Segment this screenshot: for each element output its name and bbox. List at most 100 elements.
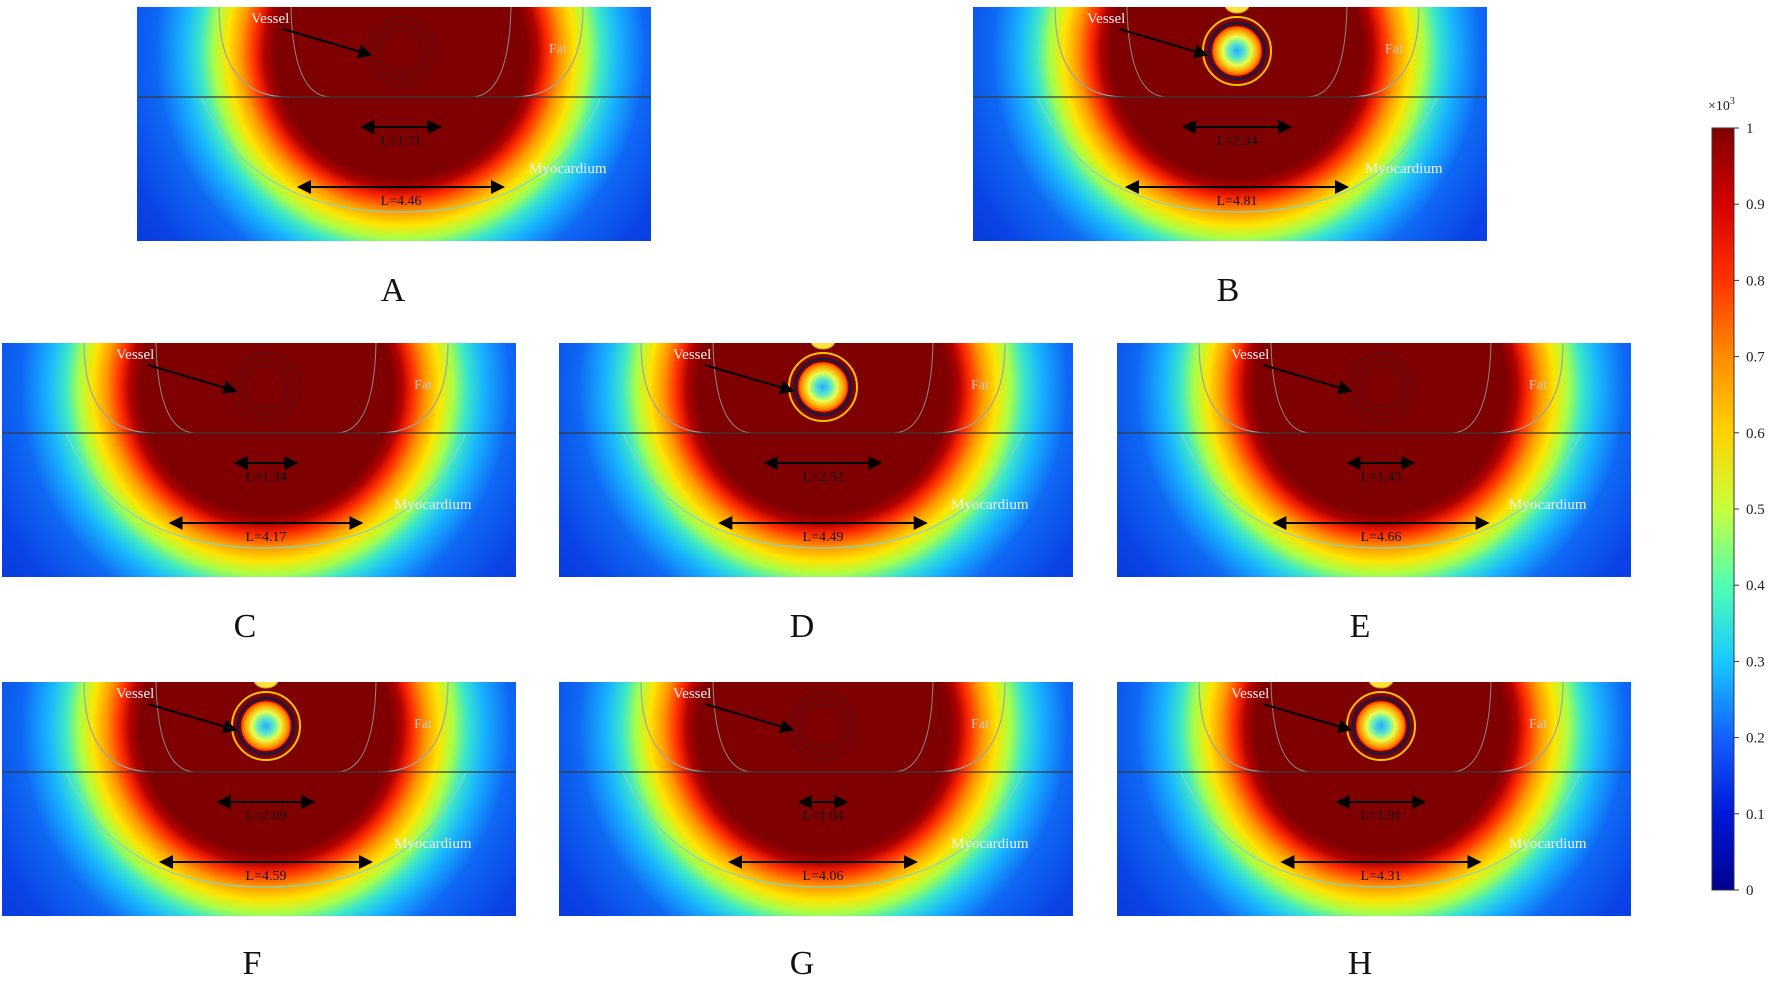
vessel-cross-section [1202, 7, 1272, 86]
panel-letter-b: B [1216, 272, 1240, 309]
temperature-color-scale: ×103 1 0.9 0.8 0.7 0.6 0.5 0.4 0.3 0.2 0.1 0 [1690, 90, 1772, 910]
fat-contour-left [640, 682, 712, 773]
lesion-contour-right [1450, 682, 1492, 773]
lesion-contour-right [470, 7, 512, 98]
fat-label: Fat [414, 717, 432, 732]
color-scale-tick: 0.5 [1746, 502, 1765, 518]
simulation-panel-f: Vessel Fat Myocardium L=2.09 L=4.59 [2, 682, 516, 916]
vessel-label: Vessel [673, 347, 711, 363]
myocardium-label: Myocardium [1509, 497, 1587, 513]
isotherm-contour [1180, 432, 1582, 549]
inner-lesion-width-label: L=1.91 [1361, 809, 1402, 824]
vessel-label: Vessel [251, 11, 289, 27]
vessel-label: Vessel [116, 347, 154, 363]
lesion-contour-left [1270, 682, 1312, 773]
vessel-label: Vessel [1231, 347, 1269, 363]
vessel-pointer-arrow [1262, 703, 1353, 734]
vessel-cross-section [1346, 682, 1416, 761]
lesion-contour-right [892, 343, 934, 434]
color-scale-tick: 0.6 [1746, 426, 1765, 442]
vessel-cross-section [231, 682, 301, 761]
panel-letter-a: A [380, 272, 406, 309]
vessel-label: Vessel [116, 686, 154, 702]
fat-contour-right [1492, 682, 1564, 773]
fat-contour-right [377, 682, 449, 773]
vessel-cross-section [1346, 352, 1416, 422]
fat-contour-right [1348, 7, 1420, 98]
fat-contour-left [640, 343, 712, 434]
lesion-contour-left [155, 343, 197, 434]
panel-letter-h: H [1347, 945, 1373, 982]
panel-letter-e: E [1349, 608, 1371, 645]
outer-lesion-width-label: L=4.46 [381, 194, 422, 209]
simulation-panel-h: Vessel Fat Myocardium L=1.91 L=4.31 [1117, 682, 1631, 916]
vessel-cross-section [788, 343, 858, 422]
fat-contour-left [1054, 7, 1126, 98]
inner-lesion-width-label: L=1.43 [1361, 470, 1402, 485]
inner-lesion-width-label: L=1.04 [803, 809, 844, 824]
vessel-pointer-arrow [282, 28, 373, 59]
vessel-pointer-arrow [1262, 364, 1353, 395]
inner-lesion-width-label: L=2.34 [1217, 134, 1258, 149]
fat-contour-left [1198, 682, 1270, 773]
simulation-panel-g: Vessel Fat Myocardium L=1.04 L=4.06 [559, 682, 1073, 916]
fat-contour-left [1198, 343, 1270, 434]
vessel-pointer-arrow [704, 364, 795, 395]
vessel-label: Vessel [673, 686, 711, 702]
lesion-contour-left [155, 682, 197, 773]
panel-letter-d: D [789, 608, 815, 645]
outer-lesion-width-label: L=4.49 [803, 530, 844, 545]
lesion-contour-left [1270, 343, 1312, 434]
color-scale-multiplier: ×103 [1708, 96, 1735, 114]
color-scale-bar [1711, 127, 1735, 891]
simulation-panel-c: Vessel Fat Myocardium L=1.34 L=4.17 [2, 343, 516, 577]
fat-label: Fat [549, 42, 567, 57]
lesion-contour-right [1306, 7, 1348, 98]
simulation-panel-d: Vessel Fat Myocardium L=2.52 L=4.49 [559, 343, 1073, 577]
lesion-contour-right [892, 682, 934, 773]
simulation-panel-e: Vessel Fat Myocardium L=1.43 L=4.66 [1117, 343, 1631, 577]
myocardium-label: Myocardium [1365, 161, 1443, 177]
lesion-contour-left [290, 7, 332, 98]
myocardium-label: Myocardium [394, 497, 472, 513]
color-scale-tick: 0 [1746, 883, 1754, 899]
color-scale-tick: 0.7 [1746, 350, 1765, 366]
myocardium-label: Myocardium [951, 497, 1029, 513]
outer-lesion-width-label: L=4.31 [1361, 869, 1402, 884]
fat-contour-right [512, 7, 584, 98]
lesion-contour-right [1450, 343, 1492, 434]
color-scale-tick: 0.4 [1746, 578, 1765, 594]
inner-lesion-width-label: L=2.52 [803, 470, 844, 485]
isotherm-contour [622, 771, 1024, 888]
fat-contour-left [83, 343, 155, 434]
outer-lesion-width-label: L=4.81 [1217, 194, 1258, 209]
color-scale-tick: 0.1 [1746, 807, 1765, 823]
fat-contour-right [934, 682, 1006, 773]
outer-lesion-width-label: L=4.06 [803, 869, 844, 884]
isotherm-contour [65, 771, 467, 888]
vessel-pointer-arrow [1118, 28, 1209, 59]
fat-label: Fat [1385, 42, 1403, 57]
vessel-pointer-arrow [147, 364, 238, 395]
isotherm-contour [622, 432, 1024, 549]
lesion-contour-right [335, 682, 377, 773]
vessel-label: Vessel [1087, 11, 1125, 27]
fat-contour-left [218, 7, 290, 98]
lesion-contour-right [335, 343, 377, 434]
fat-contour-right [1492, 343, 1564, 434]
myocardium-label: Myocardium [394, 836, 472, 852]
myocardium-label: Myocardium [1509, 836, 1587, 852]
color-scale-tick: 0.8 [1746, 273, 1765, 289]
panel-letter-f: F [242, 945, 262, 982]
inner-lesion-width-label: L=2.09 [246, 809, 287, 824]
color-scale-tick: 0.3 [1746, 654, 1765, 670]
outer-lesion-width-label: L=4.59 [246, 869, 287, 884]
outer-lesion-width-label: L=4.66 [1361, 530, 1402, 545]
fat-contour-right [934, 343, 1006, 434]
isotherm-contour [200, 96, 602, 213]
isotherm-contour [1036, 96, 1438, 213]
lesion-contour-left [1126, 7, 1168, 98]
fat-contour-left [83, 682, 155, 773]
panel-letter-g: G [789, 945, 815, 982]
color-scale-tick: 1 [1746, 121, 1754, 137]
